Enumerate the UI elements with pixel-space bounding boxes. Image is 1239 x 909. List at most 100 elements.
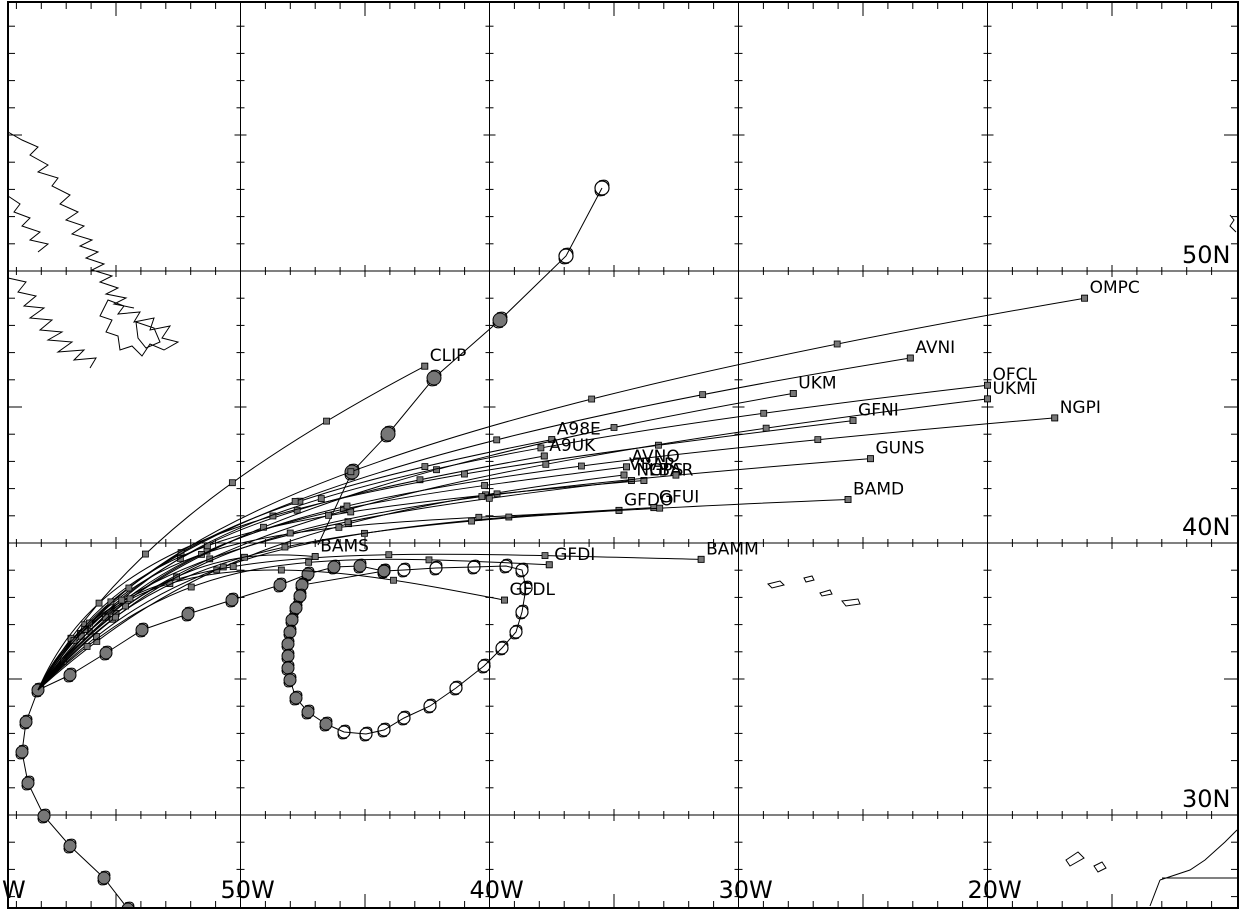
lon-label: 30W	[719, 876, 773, 904]
model-label: VBAR	[629, 455, 676, 475]
forecast-point	[481, 482, 488, 489]
forecast-end-point	[640, 477, 648, 484]
hurricane-symbol	[429, 560, 443, 576]
forecast-point	[118, 596, 126, 604]
hurricane-symbol	[281, 636, 295, 652]
model-label: GFNI	[858, 401, 899, 421]
forecast-point	[505, 513, 513, 521]
forecast-point	[335, 523, 343, 531]
hurricane-symbol	[359, 726, 373, 742]
model-track-line	[37, 384, 988, 691]
model-track-ompc: OMPC	[37, 278, 1140, 691]
hurricane-symbol	[99, 645, 113, 661]
forecast-point	[317, 495, 325, 503]
forecast-point	[578, 462, 585, 470]
model-label: UKMI	[993, 379, 1036, 399]
lat-label: 50N	[1182, 241, 1231, 269]
hurricane-symbol	[285, 612, 299, 628]
model-track-line	[37, 479, 644, 691]
forecast-end-point	[620, 471, 628, 479]
forecast-point	[286, 529, 294, 537]
hurricane-symbol	[449, 680, 463, 696]
forecast-end-point	[501, 596, 508, 604]
hurricane-symbol	[499, 558, 513, 574]
model-label: GFDL	[509, 580, 555, 600]
hurricane-symbol	[492, 311, 508, 329]
forecast-point	[347, 468, 355, 476]
hurricane-symbol	[21, 775, 35, 791]
forecast-end-point	[421, 362, 429, 370]
forecast-point	[416, 476, 424, 484]
forecast-end-point	[906, 354, 914, 362]
hurricane-symbol	[97, 870, 111, 886]
model-track-gfdl: GFDL	[37, 566, 555, 691]
coastline-newfoundland	[7, 131, 180, 369]
hurricane-symbol	[377, 563, 391, 579]
forecast-point	[672, 471, 680, 479]
model-track-line	[37, 297, 1085, 691]
forecast-point	[833, 340, 841, 348]
model-track-line	[37, 498, 849, 691]
model-label: GFDI	[554, 545, 595, 565]
forecast-point	[70, 636, 78, 644]
hurricane-symbol	[283, 672, 297, 688]
hurricane-symbol	[19, 714, 33, 730]
model-label: BAMM	[706, 539, 759, 559]
hurricane-symbol	[519, 580, 533, 596]
hurricane-symbol	[426, 369, 442, 387]
hurricane-symbol	[337, 724, 351, 740]
model-label: OFCL	[993, 365, 1038, 385]
model-track-a98e: A98E	[37, 420, 601, 691]
forecast-point	[86, 619, 93, 627]
lon-label: 50W	[221, 876, 275, 904]
hurricane-symbol	[319, 716, 333, 732]
forecast-point	[468, 517, 475, 525]
hurricane-symbol	[225, 592, 239, 608]
forecast-point	[762, 424, 770, 432]
hurricane-symbol	[397, 710, 411, 726]
forecast-end-point	[540, 452, 548, 460]
hurricane-symbol	[301, 704, 315, 720]
lon-label: 20W	[968, 876, 1022, 904]
forecast-point	[656, 504, 664, 512]
lat-lon-grid	[8, 2, 1238, 908]
model-label: UKM	[798, 373, 836, 393]
hurricane-symbol	[558, 247, 574, 265]
model-label: BAMD	[853, 479, 904, 499]
forecast-end-point	[844, 496, 852, 503]
hurricane-symbol	[289, 690, 303, 706]
hurricane-symbol	[63, 667, 77, 683]
forecast-end-point	[984, 395, 991, 403]
hurricane-symbol	[594, 179, 610, 197]
model-track-ofcl: OFCL	[37, 365, 1038, 691]
model-track-line	[37, 417, 1055, 691]
hurricane-symbol	[37, 808, 51, 824]
forecast-point	[325, 511, 332, 519]
forecast-point	[260, 523, 267, 531]
forecast-point	[83, 643, 91, 650]
forecast-end-point	[867, 455, 874, 463]
forecast-point	[277, 566, 285, 574]
model-track-line	[37, 554, 316, 691]
azores-islands	[767, 575, 861, 607]
model-label: GFUI	[659, 488, 699, 508]
forecast-point	[385, 551, 393, 559]
hurricane-symbol	[477, 658, 491, 674]
forecast-end-point	[789, 389, 797, 397]
model-label: CLIP	[430, 346, 467, 366]
model-track-line	[37, 569, 505, 691]
forecast-point	[204, 542, 211, 550]
hurricane-symbol	[135, 622, 149, 638]
forecast-end-point	[1081, 294, 1089, 302]
hurricane-symbol	[377, 722, 391, 738]
hurricane-symbol	[181, 606, 195, 622]
hurricane-symbol	[63, 838, 77, 854]
hurricane-symbol	[495, 640, 509, 656]
coastline-africa	[1065, 214, 1238, 907]
hurricane-symbol	[515, 604, 529, 620]
hurricane-symbol	[423, 698, 437, 714]
forecast-point	[390, 576, 397, 584]
axis-labels: W 50W 40W 30W 20W 50N 40N 30N	[2, 241, 1231, 904]
forecast-point	[112, 613, 119, 621]
